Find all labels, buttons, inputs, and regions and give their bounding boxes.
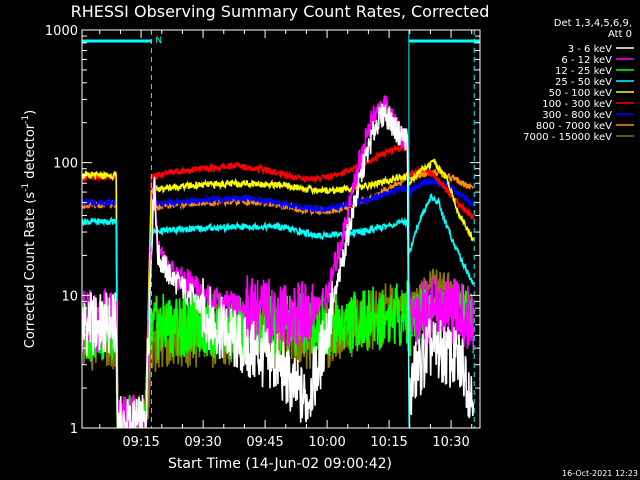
chart-title: RHESSI Observing Summary Count Rates, Co…: [71, 2, 490, 21]
x-tick-label-0: 09:15: [122, 435, 159, 450]
y-tick-label-0: 1: [70, 422, 78, 437]
y-axis-label-sup2: -1: [21, 115, 31, 124]
timestamp: 16-Oct-2021 12:23: [562, 469, 638, 478]
x-tick-label-1: 09:30: [184, 435, 221, 450]
y-tick-label-1: 10: [61, 289, 78, 304]
legend-label-3: 25 - 50 keV: [555, 77, 612, 88]
legend-label-7: 800 - 7000 keV: [536, 121, 612, 132]
x-axis-label: Start Time (14-Jun-02 09:00:42): [168, 456, 392, 472]
legend-label-5: 100 - 300 keV: [542, 99, 612, 110]
x-tick-label-2: 09:45: [246, 435, 283, 450]
legend-label-6: 300 - 800 keV: [542, 110, 612, 121]
x-tick-label-4: 10:15: [370, 435, 407, 450]
y-axis-label: Corrected Count Rate (s-1 detector-1): [21, 110, 38, 348]
y-tick-label-2: 100: [53, 157, 78, 172]
y-axis-label-end: ): [23, 110, 38, 115]
y-axis-label-mid: detector: [23, 123, 38, 183]
x-tick-label-3: 10:00: [308, 435, 345, 450]
y-axis-label-sup1: -1: [21, 183, 31, 192]
legend-label-4: 50 - 100 keV: [549, 88, 613, 99]
y-tick-label-3: 1000: [45, 24, 78, 39]
legend-label-2: 12 - 25 keV: [555, 66, 612, 77]
legend-label-8: 7000 - 15000 keV: [523, 132, 612, 143]
legend-label-1: 6 - 12 keV: [561, 55, 612, 66]
plot-frame: [81, 29, 481, 429]
legend-label-0: 3 - 6 keV: [568, 44, 612, 55]
y-axis-label-main: Corrected Count Rate (s: [23, 192, 38, 349]
x-tick-label-5: 10:30: [432, 435, 469, 450]
night-flag-label: N: [155, 36, 162, 46]
series-line-0: [82, 103, 475, 428]
legend-header-0: Det 1,3,4,5,6,9,: [554, 18, 632, 29]
legend-header-1: Att 0: [608, 29, 632, 40]
